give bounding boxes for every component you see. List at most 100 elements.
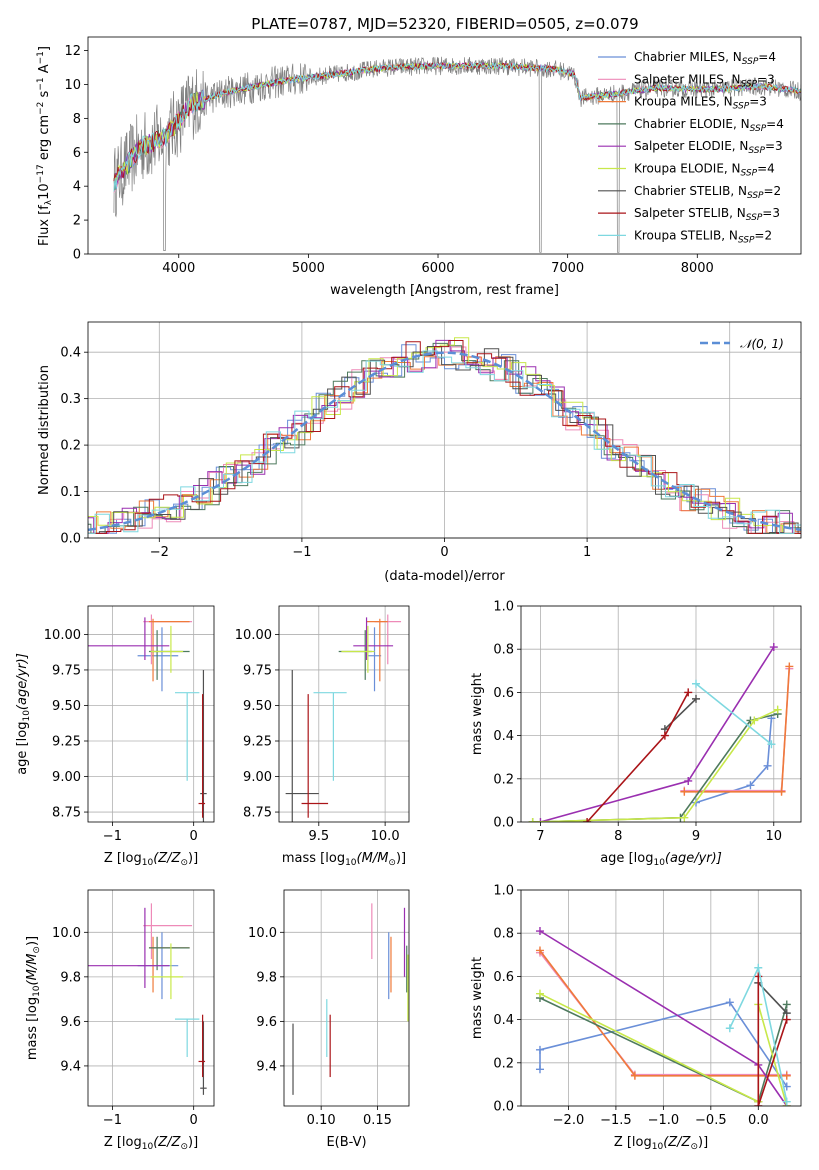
x-tick-label: −2: [150, 545, 169, 560]
residual-histogram: [88, 342, 801, 534]
legend-text: Kroupa STELIB, N: [634, 228, 738, 242]
legend-sub: SSP: [741, 169, 758, 179]
legend-entry: Kroupa STELIB, NSSP=2: [634, 228, 772, 245]
y-axis-label: mass weight: [470, 673, 485, 755]
y-tick-label: 2: [73, 214, 81, 229]
weight-marker: [782, 1000, 791, 1009]
label-part: (Z/Z: [663, 1135, 691, 1150]
x-tick-label: 10.0: [371, 829, 400, 844]
x-tick-label: 9: [692, 829, 700, 844]
legend-sub: SSP: [738, 235, 755, 245]
legend-text: Salpeter STELIB, N: [634, 206, 746, 220]
residual-histogram: [88, 346, 801, 534]
residual-histogram: [88, 337, 801, 534]
legend-text: =2: [764, 184, 782, 198]
x-tick-label: 4000: [162, 261, 195, 276]
label-sup: −1: [36, 77, 46, 90]
label-part: (age/yr)]: [665, 851, 722, 866]
label-part: age [log: [15, 722, 30, 775]
legend-sub: SSP: [742, 57, 759, 67]
x-axis-label: Z [log10(Z/Z⊙)]: [614, 1135, 708, 1152]
legend-sub: SSP: [748, 146, 765, 156]
label-sub: 10: [32, 985, 42, 997]
label-part: )]: [25, 936, 40, 946]
y-tick-label: 0.3: [60, 392, 81, 407]
label-sub: ⊙: [180, 858, 188, 868]
y-tick-label: 0.1: [60, 485, 81, 500]
x-tick-label: 8: [614, 829, 622, 844]
mass-vs-z-panel: −1 09.49.69.810.0Z [log10(Z/Z⊙)]mass [log…: [25, 889, 215, 1152]
weight-marker: [684, 776, 693, 785]
x-tick-label: 0.0: [748, 1113, 769, 1128]
y-tick-label: 1.0: [493, 884, 514, 899]
label-sup: −1: [36, 51, 46, 64]
mass-vs-ebv-panel: 0.10 0.15 9.4 9.6 9.8 10.0 E(B-V): [248, 889, 410, 1150]
y-tick-label: 9.50: [52, 699, 81, 714]
weight-marker: [528, 818, 537, 822]
y-tick-label: 9.6: [256, 1015, 277, 1030]
label-sub: 10: [22, 710, 32, 722]
legend-entry: Salpeter STELIB, NSSP=3: [634, 206, 780, 223]
x-tick-label: −1.0: [648, 1113, 680, 1128]
spectrum-lines: [113, 56, 801, 253]
weight-marker: [777, 787, 786, 796]
y-tick-label: 0.0: [493, 816, 514, 831]
y-axis-label: age [log10(age/yr)]: [15, 653, 32, 775]
weight-marker: [684, 688, 693, 697]
weight-marker: [692, 694, 700, 703]
y-tick-label: 0: [73, 248, 81, 263]
legend-entry: Kroupa MILES, NSSP=3: [634, 95, 767, 112]
weight-marker: [583, 818, 592, 822]
y-tick-label: 9.4: [256, 1059, 277, 1074]
y-tick-label: 9.75: [52, 663, 81, 678]
label-sub: ⊙: [388, 858, 396, 868]
label-part: Z [log: [614, 1135, 652, 1150]
legend-sub: SSP: [746, 213, 763, 223]
y-tick-label: 0.0: [493, 1100, 514, 1115]
weight-lines: [528, 643, 794, 822]
label-part: )]: [698, 1135, 708, 1150]
label-sub: λ: [44, 199, 54, 205]
weight-marker: [782, 1071, 791, 1080]
weight-marker: [754, 972, 763, 981]
x-tick-label: 0.15: [363, 1113, 392, 1128]
error-bars: [88, 614, 207, 822]
axes-frame: [87, 605, 215, 823]
label-part: (M/M: [25, 954, 40, 986]
x-axis-label: wavelength [Angstrom, rest frame]: [330, 283, 559, 298]
x-tick-label: 9.5: [308, 829, 329, 844]
label-part: )]: [396, 851, 406, 866]
weight-marker: [767, 740, 776, 749]
x-tick-label: 10: [766, 829, 783, 844]
y-axis-label: Normed distribution: [37, 365, 52, 495]
y-tick-label: 9.6: [60, 1015, 81, 1030]
legend-text: =3: [765, 139, 783, 153]
normal-curve: [88, 351, 801, 532]
x-tick-label: 7: [536, 829, 544, 844]
label-sub: ⊙: [32, 946, 42, 954]
legend-text: Salpeter MILES, N: [634, 72, 741, 86]
x-tick-label: −0.5: [695, 1113, 727, 1128]
legend-text: =4: [758, 50, 776, 64]
weight-marker: [535, 1045, 544, 1054]
weight-marker: [725, 1024, 734, 1033]
legend-text: =3: [757, 72, 775, 86]
y-tick-label: 0.2: [493, 772, 514, 787]
weight-marker: [535, 989, 544, 998]
y-tick-label: 4: [73, 180, 81, 195]
y-tick-label: 10.00: [44, 628, 81, 643]
weight-marker: [754, 1102, 763, 1106]
legend-sub: SSP: [750, 124, 767, 134]
y-tick-label: 0.6: [493, 686, 514, 701]
label-part: (Z/Z: [153, 1135, 181, 1150]
legend-sub: SSP: [733, 102, 750, 112]
x-axis-label: Z [log10(Z/Z⊙)]: [104, 851, 198, 868]
label-sub: ⊙: [180, 1142, 188, 1152]
error-bars: [285, 614, 402, 822]
legend-entry: 𝒩(0, 1): [740, 337, 784, 351]
label-part: ]: [37, 46, 52, 51]
x-tick-label: −1: [292, 545, 311, 560]
x-axis-label: mass [log10(M/M⊙)]: [282, 851, 406, 868]
y-tick-label: 9.00: [52, 770, 81, 785]
